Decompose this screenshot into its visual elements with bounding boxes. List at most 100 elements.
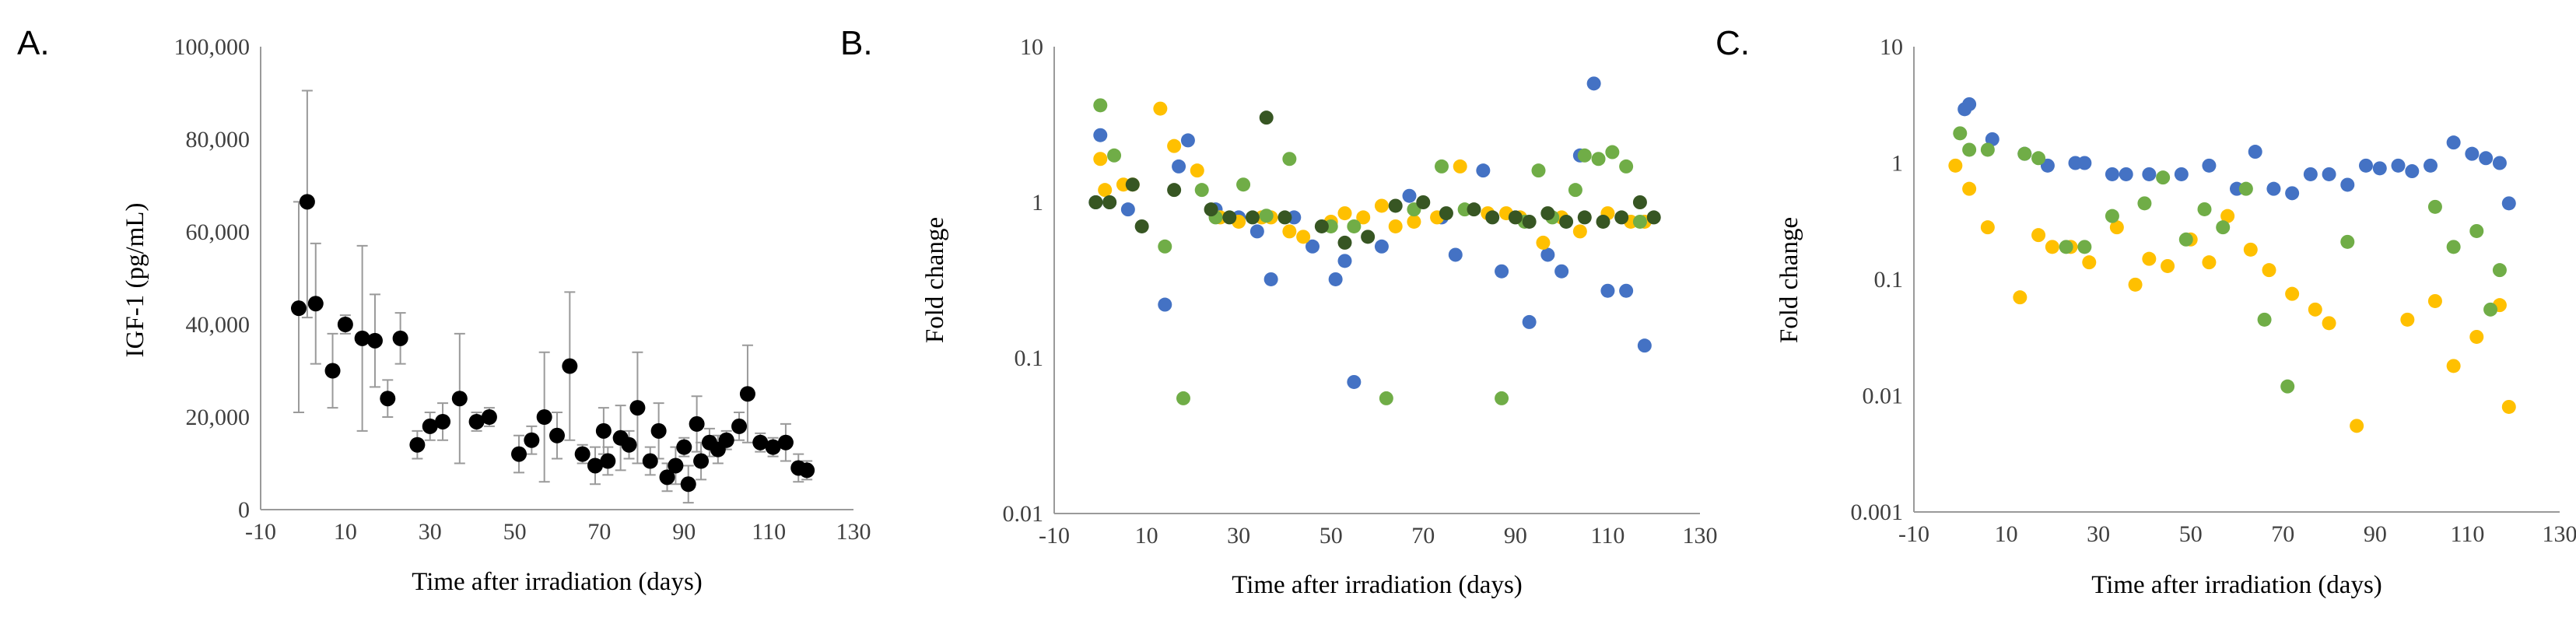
data-point-green: [2257, 312, 2272, 327]
data-point-IGF-1: [524, 432, 540, 448]
data-point-blue: [1637, 338, 1652, 353]
data-point-green: [1591, 152, 1606, 167]
data-point-green: [2216, 220, 2231, 235]
data-point-orange: [2142, 251, 2157, 266]
data-point-blue: [2340, 177, 2355, 192]
data-point-green: [1632, 214, 1647, 229]
data-point-IGF-1: [595, 422, 612, 439]
panel-c-y-title: Fold change: [1775, 217, 1803, 343]
data-point-green: [1605, 145, 1620, 160]
data-point-IGF-1: [668, 457, 684, 474]
data-point-green: [1980, 142, 1995, 157]
panel-b-x-title: Time after irradiation (days): [1232, 571, 1523, 599]
data-point-darkgreen: [1485, 210, 1500, 225]
panel-a-points: [290, 194, 815, 493]
data-point-orange: [2446, 359, 2461, 373]
data-point-orange: [1296, 230, 1311, 244]
data-point-darkgreen: [1259, 110, 1274, 125]
data-point-orange: [2350, 419, 2364, 433]
panel-a-xtick-label: 110: [752, 519, 786, 545]
data-point-IGF-1: [481, 409, 497, 425]
data-point-IGF-1: [307, 296, 324, 312]
panel-c-letter: C.: [1716, 24, 1750, 62]
data-point-blue: [2285, 186, 2300, 201]
data-point-blue: [2322, 167, 2336, 181]
data-point-green: [1379, 391, 1393, 405]
data-point-green: [2427, 199, 2442, 214]
data-point-blue: [2266, 181, 2281, 196]
data-point-IGF-1: [468, 413, 485, 429]
data-point-IGF-1: [366, 332, 383, 349]
data-point-blue: [1985, 131, 1999, 146]
data-point-blue: [2479, 151, 2494, 166]
panel-a-xtick-label: 50: [503, 519, 527, 545]
data-point-blue: [1540, 247, 1555, 262]
data-point-IGF-1: [718, 432, 734, 448]
data-point-blue: [1172, 159, 1186, 174]
data-point-darkgreen: [1632, 195, 1647, 209]
data-point-blue: [2446, 135, 2461, 150]
data-point-IGF-1: [354, 330, 370, 346]
panel-c-ytick-label: 1: [1891, 151, 1903, 177]
data-point-blue: [1522, 314, 1537, 329]
data-point-orange: [1374, 198, 1389, 213]
panel-c-ytick-label: 10: [1880, 34, 1903, 60]
data-point-green: [2469, 223, 2484, 238]
data-point-darkgreen: [1245, 210, 1260, 225]
data-point-blue: [2119, 167, 2133, 181]
data-point-orange: [1167, 138, 1182, 153]
data-point-IGF-1: [621, 436, 637, 453]
data-point-orange: [1093, 152, 1108, 167]
data-point-IGF-1: [600, 453, 616, 469]
data-point-darkgreen: [1522, 214, 1537, 229]
data-point-orange: [1572, 224, 1587, 239]
panel-a-xtick-label: 90: [672, 519, 696, 545]
panel-b-xtick-label: 130: [1683, 523, 1718, 549]
data-point-green: [2197, 202, 2212, 216]
panel-b-ytick-label: 1: [1032, 190, 1043, 216]
data-point-blue: [2303, 167, 2318, 181]
data-point-darkgreen: [1416, 195, 1431, 209]
data-point-blue: [1093, 128, 1108, 142]
data-point-orange: [1536, 235, 1551, 250]
data-point-darkgreen: [1559, 214, 1574, 229]
panel-b-points: [1088, 76, 1661, 405]
data-point-green: [2446, 240, 2461, 254]
data-point-IGF-1: [392, 330, 408, 346]
data-point-IGF-1: [290, 300, 307, 317]
data-point-darkgreen: [1540, 206, 1555, 221]
data-point-IGF-1: [562, 358, 578, 374]
data-point-orange: [2243, 242, 2258, 257]
data-point-orange: [2308, 302, 2322, 317]
data-point-blue: [2202, 158, 2217, 173]
data-point-IGF-1: [777, 434, 794, 450]
data-point-orange: [1453, 159, 1467, 174]
data-point-orange: [2469, 329, 2484, 344]
data-point-IGF-1: [324, 363, 341, 379]
panel-b-ytick-label: 0.1: [1015, 345, 1044, 371]
data-point-blue: [2391, 158, 2406, 173]
data-point-green: [1619, 159, 1634, 174]
data-point-blue: [1158, 297, 1172, 312]
data-point-orange: [2161, 258, 2175, 273]
data-point-darkgreen: [1508, 210, 1523, 225]
data-point-green: [1236, 177, 1251, 192]
panel-a-ytick-label: 0: [238, 497, 250, 523]
panel-a-ytick-label: 80,000: [186, 127, 251, 152]
data-point-blue: [2372, 161, 2387, 176]
data-point-blue: [2105, 167, 2119, 181]
data-point-blue: [1619, 283, 1634, 298]
data-point-IGF-1: [549, 427, 565, 443]
data-point-orange: [2220, 209, 2235, 223]
panel-b-xtick-label: -10: [1039, 523, 1070, 549]
data-point-blue: [2405, 164, 2420, 179]
data-point-blue: [1120, 202, 1135, 217]
panel-a-xtick-label: -10: [245, 519, 276, 545]
panel-b-xtick-label: 90: [1504, 523, 1527, 549]
data-point-green: [1259, 209, 1274, 223]
data-point-IGF-1: [731, 418, 748, 434]
data-point-blue: [1263, 272, 1278, 286]
data-point-orange: [1948, 158, 1963, 173]
data-point-darkgreen: [1388, 198, 1403, 213]
